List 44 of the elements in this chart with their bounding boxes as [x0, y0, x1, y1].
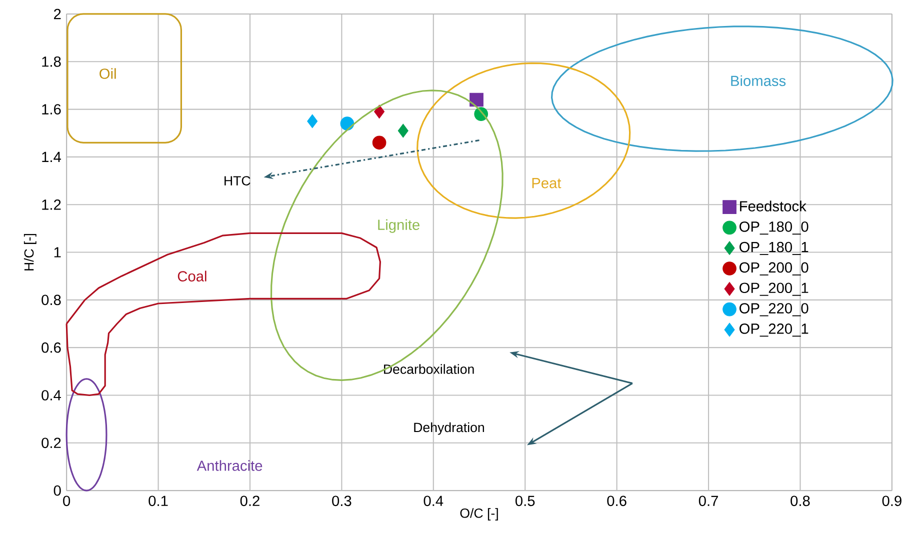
annotation: Peat: [532, 178, 562, 188]
point: [398, 124, 408, 138]
x-tick-label: 0.2: [240, 495, 260, 506]
x-tick-label: 0.1: [148, 495, 168, 506]
y-tick-label: 1.2: [42, 199, 61, 210]
y-tick-label: 1.4: [42, 152, 61, 162]
x-tick-label: 0.4: [424, 495, 444, 506]
y-tick-label: 0.8: [42, 294, 61, 305]
y-tick-label: 0.6: [42, 342, 61, 353]
x-tick-label: 0.8: [790, 495, 810, 506]
annotation: Dehydration: [414, 422, 484, 435]
legend-label: OP_200_0: [740, 262, 808, 276]
x-tick-label: 0.9: [882, 495, 902, 506]
legend-label: OP_220_1: [740, 323, 808, 336]
x-tick-label: 0.5: [515, 495, 535, 506]
annotation: HTC: [224, 176, 250, 186]
annotation: Oil: [100, 68, 116, 79]
legend-label: OP_200_1: [740, 282, 808, 296]
legend-label: OP_180_0: [740, 221, 808, 234]
y-tick-label: 1.6: [42, 104, 61, 114]
x-tick-label: 0.7: [698, 495, 718, 506]
y-tick-label: 0.2: [42, 437, 61, 448]
x-axis-title: O/C [-]: [460, 508, 498, 520]
legend-label: OP_180_1: [740, 242, 808, 255]
y-tick-label: 1.8: [42, 56, 61, 67]
legend-label: Feedstock: [740, 200, 806, 212]
legend-label: OP_220_0: [740, 302, 808, 316]
annotation: Anthracite: [196, 460, 262, 471]
x-tick-label: 0.6: [607, 495, 626, 506]
annotation: Coal: [178, 270, 206, 282]
point: [470, 92, 484, 106]
y-tick-label: 1: [54, 247, 61, 258]
y-tick-label: 2: [54, 8, 61, 19]
point: [307, 114, 318, 128]
x-tick-label: 0.3: [332, 495, 352, 506]
annotation: Biomass: [731, 75, 786, 86]
y-axis-title: H/C [-]: [24, 234, 36, 270]
y-tick-label: 0.4: [42, 390, 61, 400]
x-tick-label: 0: [63, 495, 70, 506]
annotation: Lignite: [378, 218, 420, 233]
point: [374, 104, 385, 118]
y-tick-label: 0: [54, 485, 61, 496]
annotation: Decarboxilation: [384, 364, 474, 374]
point: [372, 135, 386, 150]
